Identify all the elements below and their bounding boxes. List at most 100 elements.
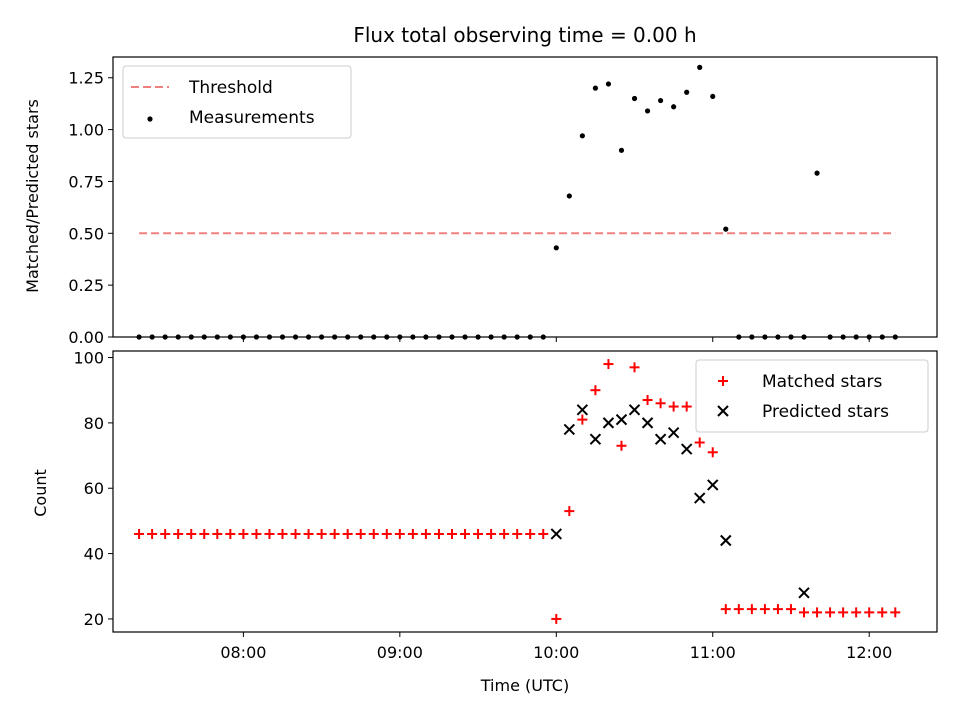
data-point — [525, 528, 536, 539]
data-point — [654, 433, 667, 445]
bottom-subplot: 20 40 60 80 100 08:00 09:00 10:00 11:00 12:00 Matc… — [73, 349, 938, 662]
legend-item: Threshold — [131, 78, 273, 98]
legend-swatch — [147, 116, 153, 122]
data-point — [864, 607, 875, 618]
data-point — [134, 528, 145, 539]
data-point — [592, 85, 599, 91]
data-point — [225, 528, 236, 539]
data-point — [772, 604, 783, 615]
data-point — [629, 362, 640, 373]
data-point — [694, 492, 706, 504]
x-tick-label: 11:00 — [690, 643, 736, 662]
series-matched-stars — [134, 359, 901, 624]
y-tick-label: 20 — [84, 610, 104, 629]
data-point — [355, 528, 366, 539]
top-y-axis-label: Matched/Predicted stars — [23, 99, 42, 293]
data-point — [394, 528, 405, 539]
data-point — [589, 433, 602, 445]
legend: Threshold Measurements — [122, 65, 352, 139]
y-tick-label: 1.25 — [68, 69, 104, 88]
data-point — [551, 613, 562, 624]
data-point — [407, 528, 418, 539]
data-point — [264, 528, 275, 539]
y-tick-label: 80 — [84, 414, 104, 433]
data-point — [499, 528, 510, 539]
data-point — [368, 528, 379, 539]
data-point — [486, 528, 497, 539]
data-point — [512, 528, 523, 539]
data-point — [667, 426, 680, 439]
data-point — [615, 413, 628, 426]
data-point — [553, 245, 559, 251]
data-point — [329, 528, 340, 539]
data-point — [251, 528, 262, 539]
data-point — [616, 440, 627, 451]
data-point — [290, 528, 301, 539]
series-predicted-stars — [550, 404, 810, 599]
data-point — [212, 528, 223, 539]
chart-title: Flux total observing time = 0.00 h — [353, 23, 696, 47]
x-tick-label: 10:00 — [533, 643, 579, 662]
legend-swatch — [718, 376, 728, 386]
data-point — [631, 95, 638, 102]
data-point — [199, 528, 210, 539]
data-point — [564, 506, 575, 517]
legend-box — [122, 65, 352, 139]
data-point — [238, 528, 249, 539]
x-tick-label: 12:00 — [846, 643, 892, 662]
data-point — [577, 414, 588, 425]
data-point — [684, 89, 690, 95]
data-point — [576, 404, 589, 416]
data-point — [890, 607, 901, 618]
data-point — [277, 528, 288, 539]
data-point — [644, 108, 651, 114]
plot-frame — [112, 350, 938, 633]
plot-frame — [112, 56, 938, 338]
data-point — [680, 443, 693, 455]
y-tick-label: 1.00 — [68, 121, 104, 140]
data-point — [720, 604, 731, 615]
data-point — [602, 417, 615, 429]
data-point — [707, 447, 718, 458]
data-point — [707, 479, 719, 491]
data-point — [681, 401, 692, 412]
data-point — [381, 528, 392, 539]
data-point — [563, 423, 576, 436]
data-point — [641, 417, 654, 429]
legend: Matched stars Predicted stars — [695, 359, 929, 433]
data-point — [473, 528, 484, 539]
x-axis-label: Time (UTC) — [480, 676, 569, 695]
data-point — [799, 607, 810, 618]
data-point — [723, 226, 729, 232]
data-point — [605, 81, 612, 87]
data-point — [160, 528, 171, 539]
data-point — [433, 528, 444, 539]
legend-label: Predicted stars — [762, 402, 889, 422]
data-point — [618, 147, 625, 153]
data-point — [877, 607, 888, 618]
data-point — [303, 528, 314, 539]
y-tick-label: 0.50 — [68, 224, 104, 243]
data-point — [173, 528, 184, 539]
data-point — [603, 359, 614, 370]
data-point — [628, 404, 641, 416]
legend-item: Matched stars — [718, 372, 882, 392]
data-point — [538, 528, 549, 539]
data-point — [550, 528, 562, 540]
data-point — [671, 104, 677, 110]
data-point — [838, 607, 849, 618]
legend-swatch — [717, 405, 729, 417]
y-tick-label: 0.75 — [68, 172, 104, 191]
y-tick-label: 0.25 — [68, 276, 104, 295]
legend-label: Matched stars — [762, 372, 882, 392]
data-point — [710, 93, 716, 100]
data-point — [668, 401, 679, 412]
data-point — [759, 604, 770, 615]
data-point — [720, 534, 732, 547]
y-tick-label: 100 — [73, 349, 104, 368]
data-point — [694, 437, 705, 448]
y-tick-label: 60 — [84, 479, 104, 498]
x-tick-label: 09:00 — [377, 643, 423, 662]
data-point — [697, 64, 703, 70]
